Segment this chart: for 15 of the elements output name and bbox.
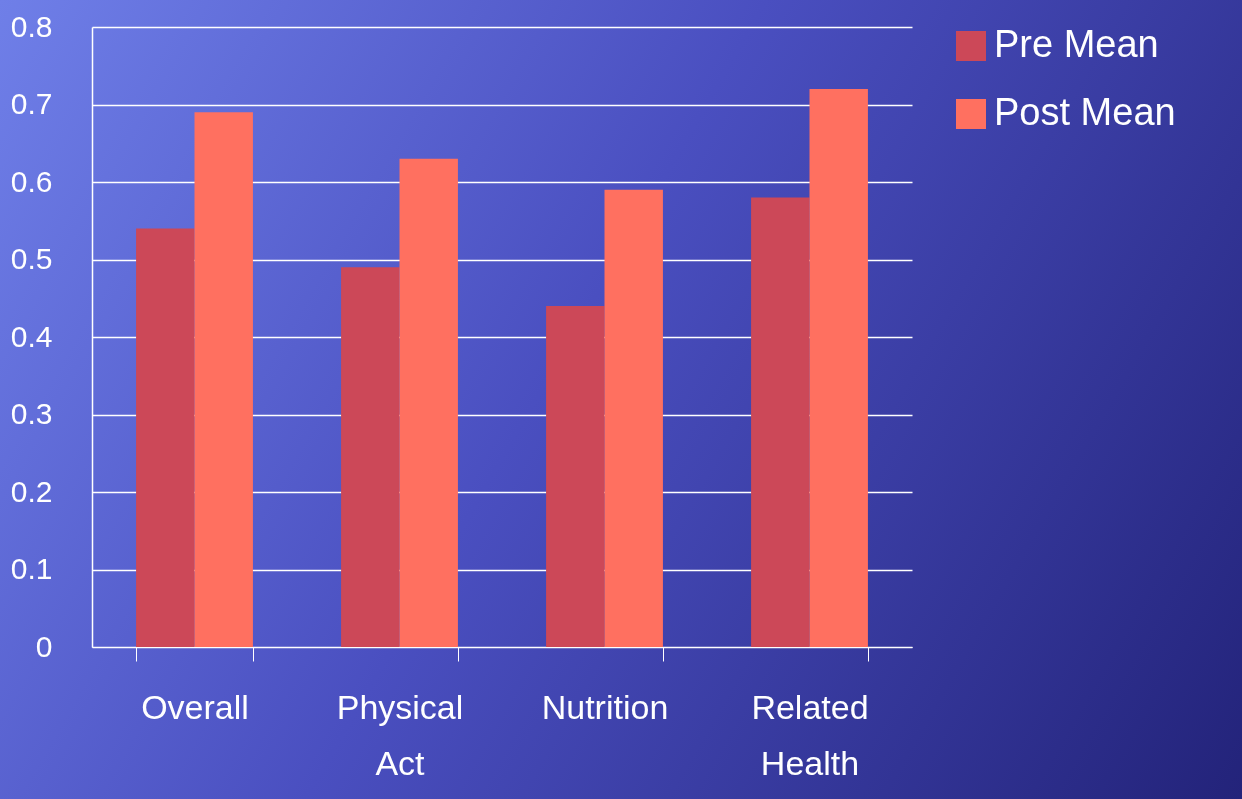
- y-tick-label: 0.3: [10, 397, 53, 430]
- y-tick-label: 0.4: [10, 319, 53, 353]
- y-tick-label: 0.2: [10, 474, 53, 508]
- y-tick-label: 0.5: [10, 242, 53, 275]
- y-tick-label: 0: [35, 629, 53, 663]
- y-tick-label: 0.8: [10, 9, 53, 43]
- y-tick-label: 0.6: [10, 164, 53, 198]
- legend-label: Post Mean: [994, 91, 1176, 133]
- x-tick-label: Physical Act: [336, 687, 464, 782]
- legend-label: Pre Mean: [994, 23, 1159, 65]
- x-tick-label: Related Health: [751, 687, 869, 782]
- y-tick-label: 0.1: [10, 552, 53, 585]
- x-tick-label: Nutrition: [541, 687, 669, 726]
- x-tick-label: Overall: [141, 687, 249, 726]
- y-tick-label: 0.7: [10, 87, 53, 120]
